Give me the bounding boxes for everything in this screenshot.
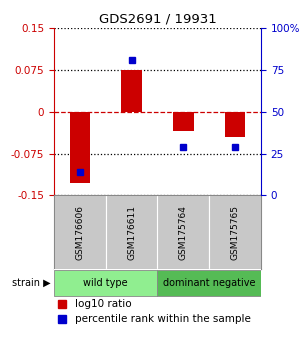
Title: GDS2691 / 19931: GDS2691 / 19931 (99, 13, 216, 26)
Text: strain ▶: strain ▶ (12, 278, 51, 288)
Bar (54, 270, 158, 296)
Bar (54, 195, 106, 269)
Text: wild type: wild type (83, 278, 128, 287)
Bar (121, 70, 142, 112)
Text: GSM176606: GSM176606 (75, 205, 84, 259)
Bar (106, 195, 158, 269)
Text: log10 ratio: log10 ratio (75, 299, 131, 309)
Text: dominant negative: dominant negative (163, 278, 256, 287)
Text: GSM175765: GSM175765 (231, 205, 240, 259)
Bar (70, 112, 90, 183)
Bar (225, 112, 245, 137)
Bar (158, 270, 261, 296)
Text: GSM175764: GSM175764 (179, 205, 188, 259)
Bar (158, 195, 209, 269)
Text: percentile rank within the sample: percentile rank within the sample (75, 314, 250, 324)
Bar (173, 112, 194, 131)
Bar (209, 195, 261, 269)
Text: GSM176611: GSM176611 (127, 205, 136, 259)
